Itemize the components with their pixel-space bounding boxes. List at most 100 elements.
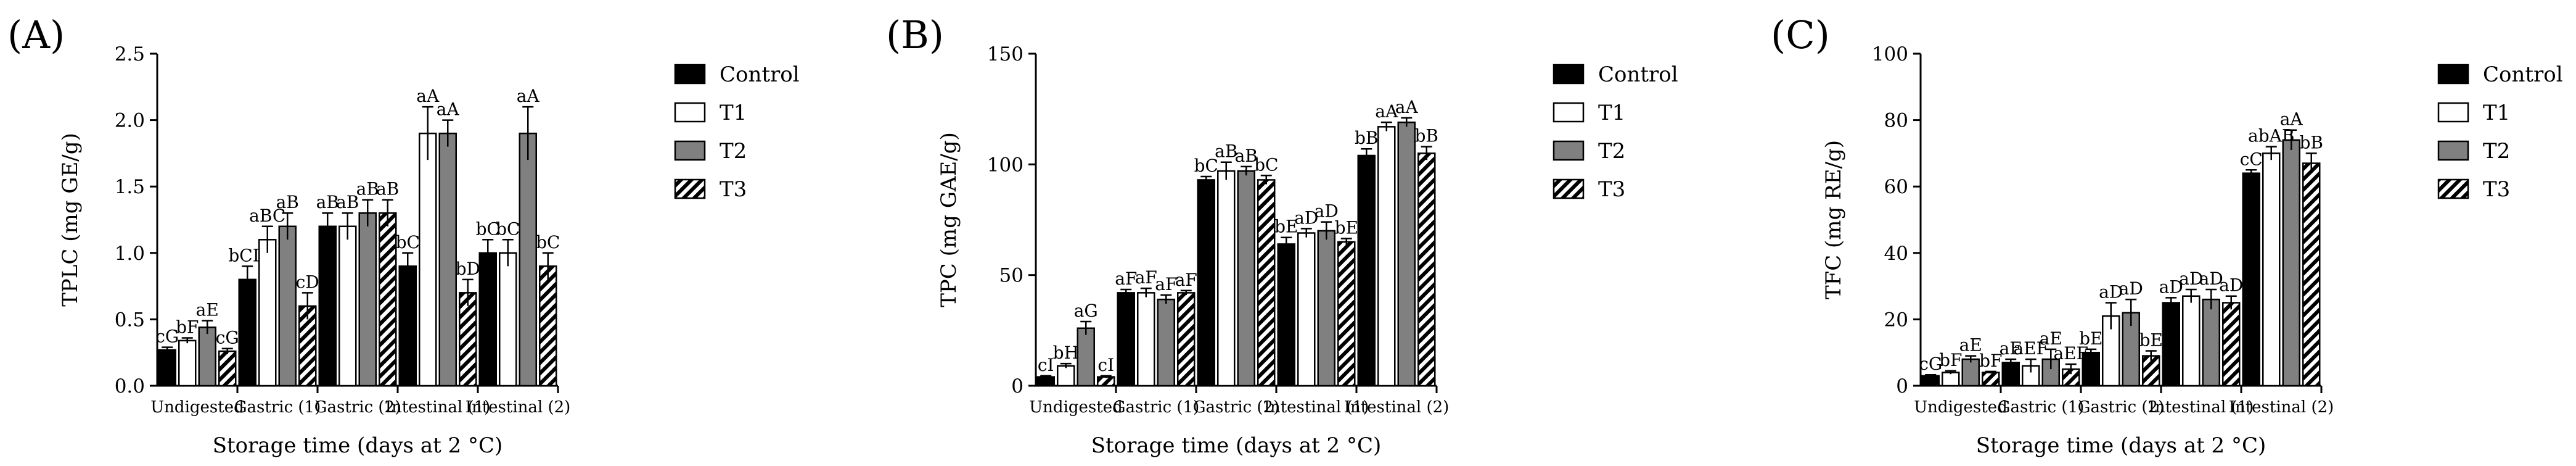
significance-label: cI	[1038, 355, 1054, 375]
legend-label: Control	[1598, 62, 1678, 87]
legend-label: T2	[1598, 139, 1625, 164]
bar-control	[1277, 243, 1295, 387]
y-tick-label: 150	[987, 43, 1023, 65]
bar-t1	[499, 252, 517, 387]
x-tick-label: Intestinal (2)	[466, 398, 571, 417]
legend-label: T3	[2483, 177, 2510, 202]
bar-t1	[1377, 126, 1396, 387]
significance-label: aB	[376, 179, 399, 199]
bar-control	[1197, 179, 1215, 387]
y-tick-label: 0	[1896, 375, 1908, 397]
bar-control	[2082, 351, 2100, 387]
bar-t2	[1157, 298, 1175, 387]
y-tick-label: 60	[1884, 176, 1908, 198]
significance-label: aE	[2000, 338, 2022, 359]
y-tick-label: 0	[1011, 375, 1023, 397]
bar-t3	[1982, 372, 2000, 387]
significance-label: aE	[196, 300, 219, 320]
legend-swatch-t2	[674, 140, 706, 161]
bar-t2	[519, 132, 537, 387]
bar-t1	[1297, 232, 1316, 387]
significance-label: aA	[1375, 101, 1398, 122]
bar-control	[1117, 292, 1135, 387]
bar-t1	[258, 239, 277, 387]
legend-label: T1	[1598, 101, 1625, 125]
significance-label: cI	[1097, 355, 1114, 375]
x-tick-label: Gastric (2)	[2078, 398, 2164, 417]
legend-swatch-t3	[674, 178, 706, 199]
bar-t3	[1177, 292, 1196, 387]
significance-label: aB	[1215, 141, 1237, 162]
significance-label: bB	[1355, 128, 1379, 148]
significance-label: bC	[496, 218, 520, 239]
legend-swatch-control	[2437, 64, 2469, 85]
bar-t2	[278, 225, 297, 387]
legend-label: T2	[720, 139, 747, 164]
bar-t3	[2302, 162, 2321, 387]
x-tick-label: Gastric (1)	[1998, 398, 2084, 417]
bar-control	[478, 252, 497, 387]
bar-t2	[1317, 230, 1335, 387]
y-tick-label: 1.5	[115, 176, 145, 198]
significance-label: aB	[356, 179, 379, 199]
significance-label: bB	[1415, 126, 1439, 146]
significance-label: aA	[437, 99, 460, 120]
significance-label: bC	[1194, 156, 1218, 176]
x-axis-title: Storage time (days at 2 °C)	[213, 433, 503, 458]
legend-swatch-t1	[2437, 102, 2469, 123]
significance-label: bC	[536, 232, 560, 252]
significance-label: bC	[396, 232, 420, 252]
bar-t1	[1057, 365, 1075, 387]
significance-label: aD	[2199, 268, 2223, 289]
legend-label: T3	[720, 177, 747, 202]
significance-label: aB	[316, 192, 339, 212]
legend-swatch-control	[674, 64, 706, 85]
bar-t1	[2262, 152, 2281, 387]
x-axis-title: Storage time (days at 2 °C)	[1976, 433, 2266, 458]
significance-label: bF	[1979, 351, 2002, 371]
bar-t3	[539, 265, 557, 387]
significance-label: aA	[2280, 109, 2303, 130]
bar-t2	[1961, 358, 1980, 387]
bar-t2	[1237, 170, 1255, 387]
significance-label: bC	[476, 218, 500, 239]
x-tick-label: Gastric (2)	[314, 398, 401, 417]
significance-label: aF	[1135, 267, 1157, 288]
significance-label: bD	[456, 259, 480, 279]
legend-label: T3	[1598, 177, 1625, 202]
bar-t3	[1097, 376, 1115, 387]
y-tick-label: 1.0	[115, 243, 145, 265]
bar-t1	[1137, 292, 1155, 387]
significance-label: aD	[2159, 277, 2183, 297]
bar-control	[2162, 302, 2180, 387]
x-tick-label: Gastric (1)	[234, 398, 321, 417]
significance-label: cG	[155, 327, 179, 347]
y-tick-label: 100	[987, 154, 1023, 176]
bar-t1	[2182, 295, 2201, 387]
y-axis-title: TFC (mg RE/g)	[1821, 140, 1846, 299]
bar-control	[1357, 154, 1376, 387]
significance-label: aF	[1155, 274, 1177, 294]
significance-label: aB	[336, 192, 359, 212]
y-tick-label: 80	[1884, 110, 1908, 132]
legend-swatch-t2	[1553, 140, 1585, 161]
bar-control	[2242, 172, 2260, 387]
legend-swatch-control	[1553, 64, 1585, 85]
x-tick-label: Gastric (2)	[1193, 398, 1279, 417]
significance-label: aA	[517, 86, 540, 106]
legend-label: T1	[2483, 101, 2510, 125]
y-tick-label: 0.0	[115, 375, 145, 397]
legend-label: Control	[2483, 62, 2563, 87]
y-tick-label: 20	[1884, 309, 1908, 331]
legend-label: Control	[720, 62, 800, 87]
bar-t3	[218, 350, 237, 387]
x-axis-title: Storage time (days at 2 °C)	[1091, 433, 1382, 458]
bar-t1	[338, 225, 357, 387]
significance-label: aBC	[249, 206, 285, 226]
bar-t2	[198, 327, 216, 387]
significance-label: bE	[2079, 328, 2102, 349]
significance-label: bH	[1053, 343, 1079, 363]
significance-label: aD	[1294, 207, 1318, 228]
y-tick-label: 40	[1884, 243, 1908, 265]
